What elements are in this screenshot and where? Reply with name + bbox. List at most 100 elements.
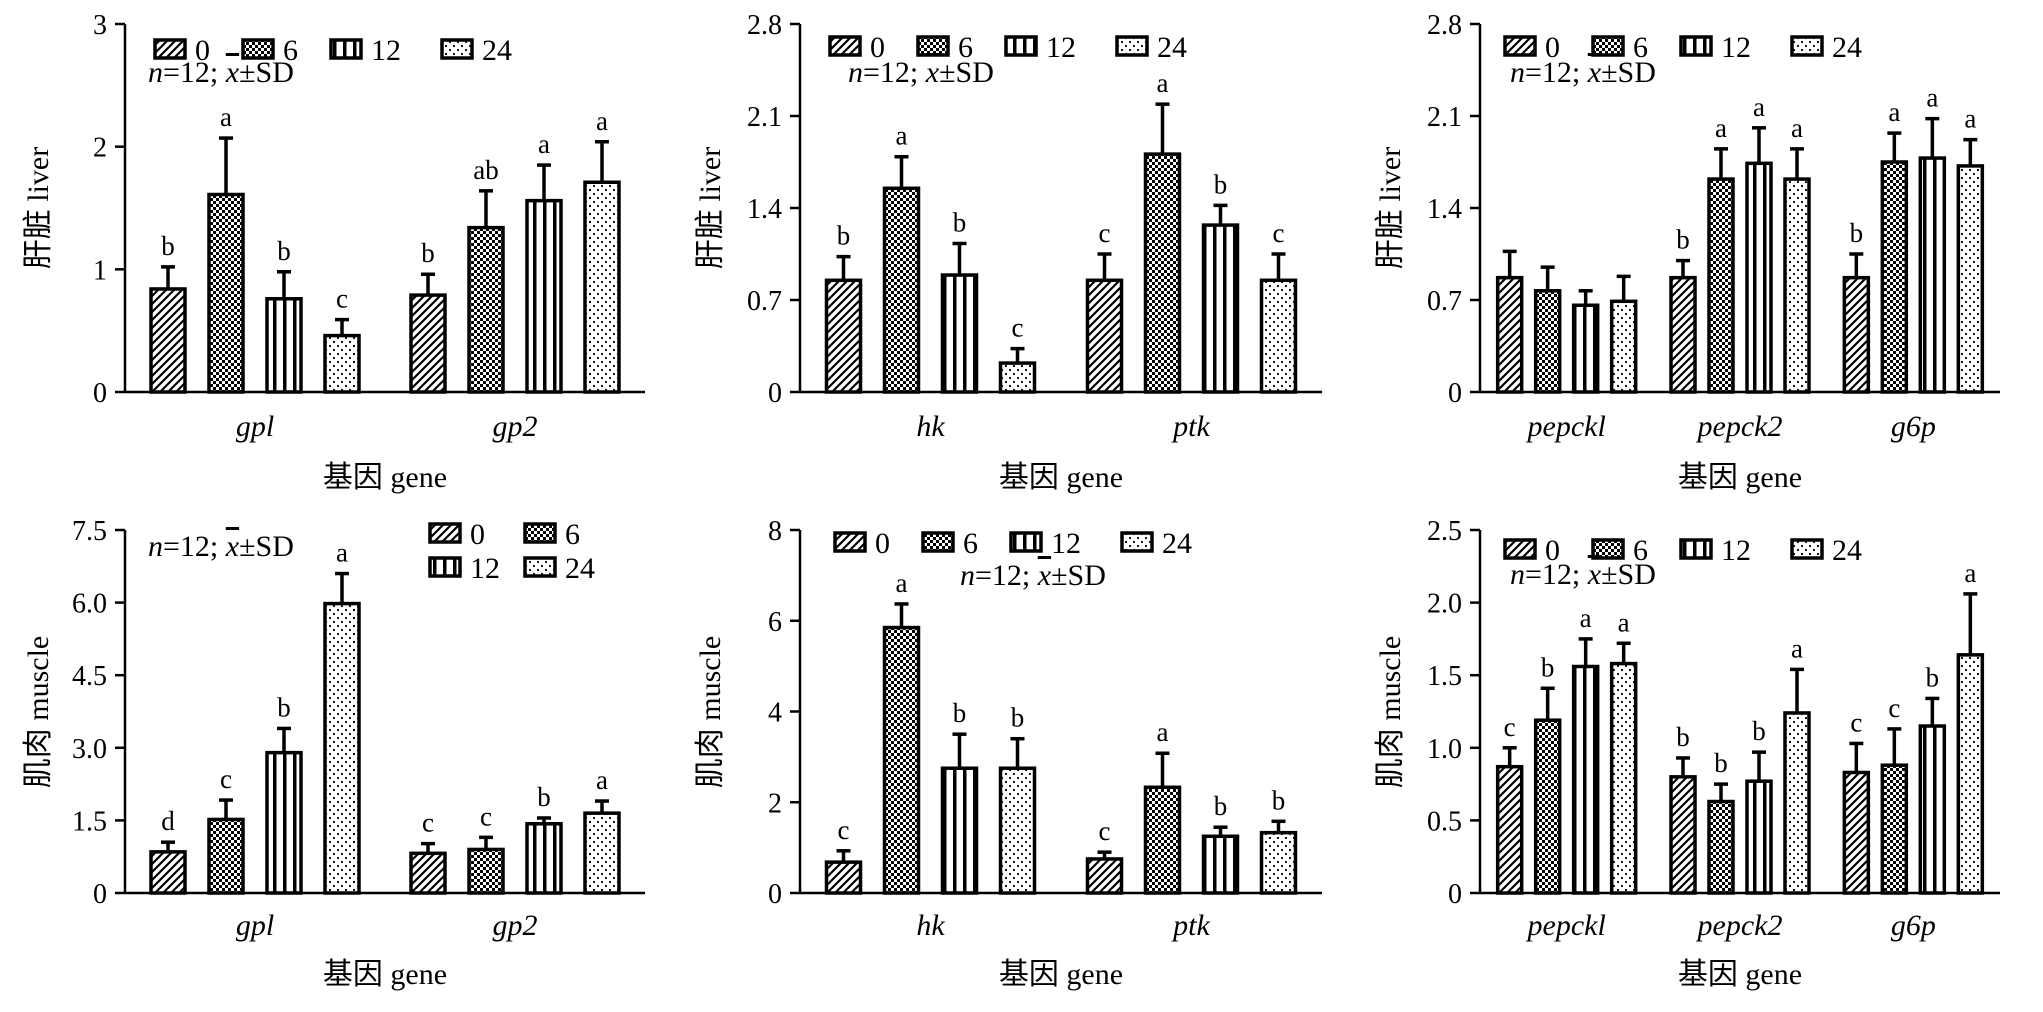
bar-pepckl-6 xyxy=(1533,289,1562,394)
legend-swatch-0 xyxy=(428,522,462,544)
legend-label-6: 6 xyxy=(565,518,580,551)
significance-label: b xyxy=(1214,169,1228,199)
panel-2: 0 0.7 1.4 2.1 2.8 肝脏 liver 基因 gene b a b c hk c a b c pt… xyxy=(694,10,1322,494)
bar-g6p-24 xyxy=(1956,164,1985,394)
significance-label: a xyxy=(1791,113,1803,143)
bar-gpl-0 xyxy=(149,287,187,394)
category-label-pepck2: pepck2 xyxy=(1696,909,1783,942)
legend-swatch-24 xyxy=(1790,538,1824,560)
significance-label: b xyxy=(161,231,175,261)
y-tick-label: 2 xyxy=(93,133,107,164)
y-tick-label: 0.7 xyxy=(1427,286,1462,317)
bar-ptk-6 xyxy=(1143,152,1182,394)
bar-g6p-0 xyxy=(1842,770,1871,895)
significance-label: b xyxy=(953,698,967,728)
y-tick-label: 0.7 xyxy=(747,286,782,317)
note-sd: ±SD xyxy=(1601,558,1656,591)
bar-gpl-0 xyxy=(149,850,187,895)
legend-label-6: 6 xyxy=(1633,534,1648,567)
y-tick-label: 1.4 xyxy=(747,194,782,225)
stats-note: n=12; x±SD xyxy=(1510,558,1656,591)
significance-label: a xyxy=(1157,68,1169,98)
y-tick-label: 7.5 xyxy=(72,516,107,547)
legend-label-12: 12 xyxy=(1721,534,1751,567)
note-sd: ±SD xyxy=(239,56,294,89)
significance-label: c xyxy=(220,764,232,794)
bar-ptk-0 xyxy=(1085,857,1124,895)
bar-ptk-24 xyxy=(1259,278,1298,394)
bar-g6p-24 xyxy=(1956,653,1985,895)
y-tick-label: 1.5 xyxy=(72,806,107,837)
legend-label-12: 12 xyxy=(1721,31,1751,64)
y-tick-label: 0 xyxy=(768,378,782,409)
bar-hk-0 xyxy=(824,860,863,895)
y-tick-label: 2 xyxy=(768,788,782,819)
bar-hk-24 xyxy=(998,766,1037,895)
category-label-gp2: gp2 xyxy=(493,410,538,443)
legend-swatch-24 xyxy=(1120,531,1154,553)
note-count: =12; xyxy=(1525,56,1588,89)
legend-swatch-0 xyxy=(833,531,867,553)
legend-swatch-0 xyxy=(153,38,187,60)
significance-label: c xyxy=(480,801,492,831)
bar-pepck2-0 xyxy=(1669,275,1697,394)
bar-ptk-12 xyxy=(1201,834,1240,895)
y-axis-label: 肌肉 muscle xyxy=(1374,636,1407,788)
y-axis-label: 肝脏 liver xyxy=(22,147,55,269)
y-tick-label: 3 xyxy=(93,10,107,41)
bar-ptk-6 xyxy=(1143,785,1182,895)
legend-swatch-6 xyxy=(523,522,557,544)
note-n: n xyxy=(960,559,975,592)
significance-label: b xyxy=(277,236,291,266)
legend-swatch-0 xyxy=(1503,538,1537,560)
category-label-g6p: g6p xyxy=(1891,909,1936,942)
x-axis-label: 基因 gene xyxy=(999,958,1123,991)
significance-label: b xyxy=(277,692,291,722)
significance-label: b xyxy=(953,207,967,237)
significance-label: c xyxy=(1850,707,1862,737)
bar-pepck2-24 xyxy=(1783,711,1811,895)
bar-gp2-6 xyxy=(467,225,505,394)
note-mean: x xyxy=(1037,559,1052,592)
significance-label: c xyxy=(838,815,850,845)
bar-pepckl-0 xyxy=(1495,764,1524,895)
legend-label-12: 12 xyxy=(1046,31,1076,64)
bar-pepckl-0 xyxy=(1495,275,1524,394)
significance-label: a xyxy=(1157,717,1169,747)
bar-hk-24 xyxy=(998,361,1037,394)
note-mean: x xyxy=(925,56,940,89)
x-axis-label: 基因 gene xyxy=(323,958,447,991)
stats-note: n=12; x±SD xyxy=(148,530,294,563)
legend-label-0: 0 xyxy=(875,527,890,560)
category-label-pepckl: pepckl xyxy=(1526,909,1606,942)
y-axis-label: 肝脏 liver xyxy=(1374,147,1407,269)
significance-label: b xyxy=(537,782,551,812)
significance-label: b xyxy=(1850,218,1864,248)
legend-label-24: 24 xyxy=(565,552,595,585)
significance-label: b xyxy=(1676,225,1690,255)
legend-label-24: 24 xyxy=(482,34,512,67)
significance-label: b xyxy=(1714,748,1728,778)
y-tick-label: 2.0 xyxy=(1427,589,1462,620)
significance-label: a xyxy=(1964,558,1976,588)
bar-gp2-0 xyxy=(409,851,447,895)
legend-label-6: 6 xyxy=(1633,31,1648,64)
legend-label-24: 24 xyxy=(1162,527,1192,560)
legend-swatch-12 xyxy=(1004,35,1038,57)
legend-swatch-6 xyxy=(916,35,950,57)
y-tick-label: 0 xyxy=(1448,879,1462,910)
bar-pepck2-12 xyxy=(1745,779,1773,895)
stats-note: n=12; x±SD xyxy=(1510,56,1656,89)
bar-pepck2-0 xyxy=(1669,775,1697,895)
legend-label-0: 0 xyxy=(195,34,210,67)
significance-label: a xyxy=(1618,607,1630,637)
significance-label: a xyxy=(1753,92,1765,122)
note-count: =12; xyxy=(1525,558,1588,591)
y-tick-label: 4 xyxy=(768,698,782,729)
legend-swatch-6 xyxy=(1591,35,1625,57)
x-axis-label: 基因 gene xyxy=(1678,958,1802,991)
bar-hk-6 xyxy=(882,186,921,394)
legend-label-24: 24 xyxy=(1157,31,1187,64)
x-axis-label: 基因 gene xyxy=(323,461,447,494)
legend-swatch-6 xyxy=(1591,538,1625,560)
